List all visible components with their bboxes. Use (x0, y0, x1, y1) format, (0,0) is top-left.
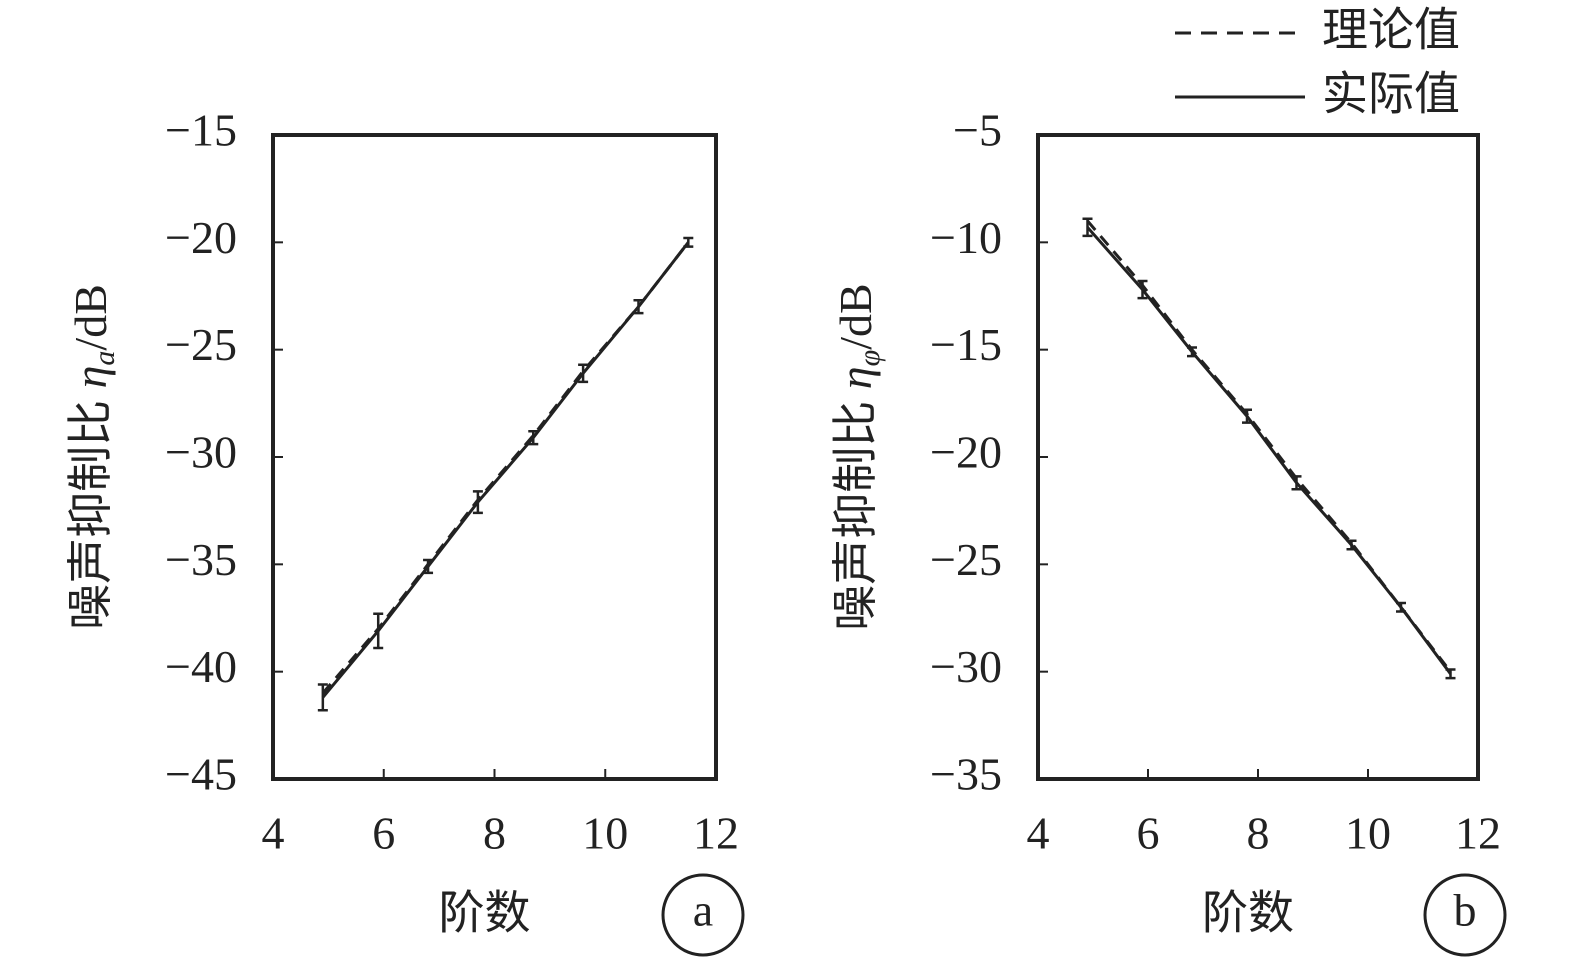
error-bar (472, 490, 483, 515)
x-tick-label: 6 (372, 808, 395, 859)
x-tick-label: 6 (1137, 808, 1160, 859)
x-tick-label: 4 (262, 808, 285, 859)
error-bar (633, 299, 644, 315)
y-tick-label: −5 (953, 105, 1002, 156)
y-axis-label-part: 噪声抑制比 (830, 389, 881, 631)
y-axis-label-part: /dB (65, 284, 116, 350)
y-tick-label: −25 (930, 534, 1002, 585)
error-bar (1445, 668, 1456, 680)
y-tick-label: −45 (165, 749, 237, 800)
error-bar (1396, 601, 1406, 613)
error-bar (1291, 475, 1302, 491)
y-tick-label: −20 (165, 212, 237, 263)
y-tick-label: −10 (930, 212, 1002, 263)
x-tick-label: 10 (582, 808, 628, 859)
panel-label: b (1454, 885, 1477, 936)
y-axis-label-part: a (88, 351, 121, 366)
legend-label: 理论值 (1322, 5, 1460, 56)
y-axis-label: 噪声抑制比 ηa/dB (65, 284, 121, 630)
y-axis-label-part: η (65, 366, 116, 389)
panel-label: a (693, 885, 713, 936)
x-tick-label: 8 (1247, 808, 1270, 859)
error-bar (683, 236, 694, 248)
y-tick-label: −35 (165, 534, 237, 585)
x-tick-label: 12 (693, 808, 739, 859)
y-tick-label: −25 (165, 319, 237, 370)
error-bar (1242, 408, 1252, 424)
x-axis-label: 阶数 (439, 888, 531, 939)
error-bar (317, 683, 328, 712)
legend-label: 实际值 (1322, 69, 1460, 120)
error-bar (1187, 346, 1197, 358)
panel-badge (661, 873, 745, 957)
x-tick-label: 8 (483, 808, 506, 859)
y-tick-label: −15 (930, 319, 1002, 370)
plot-frame (1036, 133, 1480, 781)
error-bar (1346, 539, 1357, 551)
x-axis-label: 阶数 (1202, 888, 1294, 939)
series-line (321, 241, 690, 699)
error-bar (528, 429, 539, 446)
y-tick-label: −30 (930, 641, 1002, 692)
y-axis-label-part: η (830, 366, 881, 389)
y-tick-label: −30 (165, 427, 237, 478)
panel-badge (1423, 873, 1507, 957)
plot-frame (271, 133, 718, 781)
error-bar (1082, 217, 1093, 238)
y-tick-label: −15 (165, 105, 237, 156)
error-bar (373, 612, 384, 650)
error-bar (578, 363, 589, 384)
y-axis-label: 噪声抑制比 ηφ/dB (830, 283, 886, 630)
x-tick-label: 10 (1345, 808, 1391, 859)
error-bar (1137, 279, 1148, 300)
y-tick-label: −40 (165, 641, 237, 692)
x-tick-label: 12 (1455, 808, 1501, 859)
y-axis-label-part: /dB (830, 283, 881, 349)
error-bar (423, 558, 434, 575)
y-axis-label-part: 噪声抑制比 (65, 388, 116, 630)
y-tick-label: −35 (930, 749, 1002, 800)
y-axis-label-part: φ (853, 350, 886, 367)
y-tick-label: −20 (930, 427, 1002, 478)
series-line (1086, 226, 1452, 675)
x-tick-label: 4 (1027, 808, 1050, 859)
